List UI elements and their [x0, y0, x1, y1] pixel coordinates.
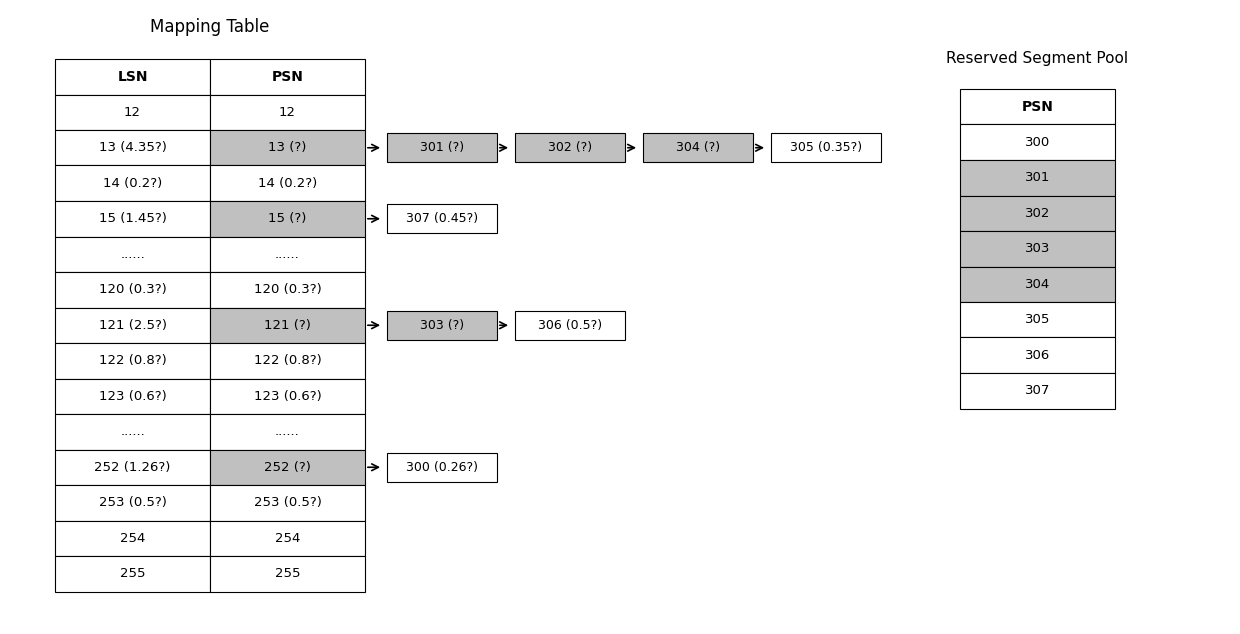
Bar	[55, 130, 210, 165]
Text: 13 (4.35?): 13 (4.35?)	[98, 141, 166, 154]
Text: 122 (0.8?): 122 (0.8?)	[254, 354, 321, 367]
Text: 306: 306	[1025, 349, 1050, 362]
Bar	[55, 165, 210, 201]
Text: 307 (0.45?): 307 (0.45?)	[405, 212, 479, 225]
Bar	[210, 450, 365, 485]
Bar	[210, 556, 365, 592]
Text: 253 (0.5?): 253 (0.5?)	[98, 496, 166, 509]
Text: 123 (0.6?): 123 (0.6?)	[99, 390, 166, 403]
Text: PSN: PSN	[272, 70, 304, 84]
Text: 120 (0.3?): 120 (0.3?)	[99, 283, 166, 296]
Bar	[210, 94, 365, 130]
Bar	[960, 373, 1115, 408]
Text: 305 (0.35?): 305 (0.35?)	[790, 141, 862, 154]
Text: 121 (?): 121 (?)	[264, 319, 311, 332]
Text: 300: 300	[1025, 136, 1050, 149]
Bar	[55, 450, 210, 485]
Bar	[387, 204, 497, 233]
Text: 254: 254	[275, 532, 300, 545]
Bar	[960, 160, 1115, 195]
Text: LSN: LSN	[118, 70, 148, 84]
Text: 12: 12	[279, 106, 296, 119]
Text: PSN: PSN	[1022, 100, 1054, 113]
Bar	[515, 311, 625, 340]
Bar	[387, 453, 497, 482]
Bar	[960, 231, 1115, 266]
Text: 12: 12	[124, 106, 141, 119]
Bar	[960, 124, 1115, 160]
Bar	[55, 94, 210, 130]
Bar	[210, 485, 365, 521]
Text: 122 (0.8?): 122 (0.8?)	[99, 354, 166, 367]
Bar	[210, 414, 365, 450]
Bar	[55, 521, 210, 556]
Bar	[210, 59, 365, 94]
Text: ......: ......	[275, 248, 300, 261]
Bar	[960, 89, 1115, 124]
Text: 307: 307	[1024, 384, 1050, 398]
Text: 301 (?): 301 (?)	[420, 141, 464, 154]
Text: 255: 255	[120, 567, 145, 580]
Text: 301: 301	[1024, 171, 1050, 184]
Text: 302 (?): 302 (?)	[548, 141, 591, 154]
Bar	[55, 556, 210, 592]
Bar	[55, 414, 210, 450]
Bar	[55, 307, 210, 343]
Bar	[55, 485, 210, 521]
Text: 306 (0.5?): 306 (0.5?)	[538, 319, 603, 332]
Bar	[55, 59, 210, 94]
Bar	[210, 130, 365, 165]
Bar	[210, 165, 365, 201]
Text: 121 (2.5?): 121 (2.5?)	[98, 319, 166, 332]
Bar	[960, 195, 1115, 231]
Bar	[55, 378, 210, 414]
Bar	[210, 521, 365, 556]
Text: 304: 304	[1025, 278, 1050, 291]
Text: 252 (1.26?): 252 (1.26?)	[94, 461, 171, 474]
Bar	[55, 272, 210, 307]
Text: 14 (0.2?): 14 (0.2?)	[258, 177, 317, 190]
Text: 14 (0.2?): 14 (0.2?)	[103, 177, 162, 190]
Text: ......: ......	[275, 425, 300, 438]
Text: 15 (?): 15 (?)	[268, 212, 306, 225]
Text: 15 (1.45?): 15 (1.45?)	[98, 212, 166, 225]
Text: 123 (0.6?): 123 (0.6?)	[254, 390, 321, 403]
Text: 253 (0.5?): 253 (0.5?)	[253, 496, 321, 509]
Bar	[210, 236, 365, 272]
Bar	[960, 337, 1115, 373]
Bar	[55, 201, 210, 236]
Bar	[210, 343, 365, 378]
Bar	[960, 266, 1115, 302]
Text: 255: 255	[275, 567, 300, 580]
Bar	[515, 133, 625, 162]
Text: ......: ......	[120, 248, 145, 261]
Text: Mapping Table: Mapping Table	[150, 18, 269, 36]
Bar	[387, 133, 497, 162]
Text: 120 (0.3?): 120 (0.3?)	[254, 283, 321, 296]
Text: Reserved Segment Pool: Reserved Segment Pool	[946, 51, 1128, 67]
Text: 302: 302	[1024, 207, 1050, 220]
Text: 304 (?): 304 (?)	[676, 141, 720, 154]
Bar	[210, 201, 365, 236]
Bar	[387, 311, 497, 340]
Bar	[210, 272, 365, 307]
Text: ......: ......	[120, 425, 145, 438]
Text: 303 (?): 303 (?)	[420, 319, 464, 332]
Bar	[210, 307, 365, 343]
Text: 13 (?): 13 (?)	[268, 141, 306, 154]
Bar	[771, 133, 880, 162]
Bar	[55, 343, 210, 378]
Text: 305: 305	[1024, 313, 1050, 327]
Text: 303: 303	[1024, 242, 1050, 256]
Text: 254: 254	[120, 532, 145, 545]
Bar	[644, 133, 753, 162]
Bar	[960, 302, 1115, 337]
Bar	[55, 236, 210, 272]
Text: 300 (0.26?): 300 (0.26?)	[405, 461, 477, 474]
Text: 252 (?): 252 (?)	[264, 461, 311, 474]
Bar	[210, 378, 365, 414]
